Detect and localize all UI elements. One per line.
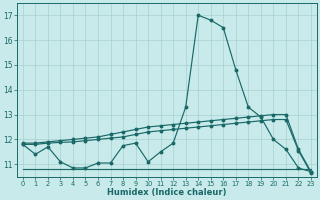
X-axis label: Humidex (Indice chaleur): Humidex (Indice chaleur) — [107, 188, 227, 197]
